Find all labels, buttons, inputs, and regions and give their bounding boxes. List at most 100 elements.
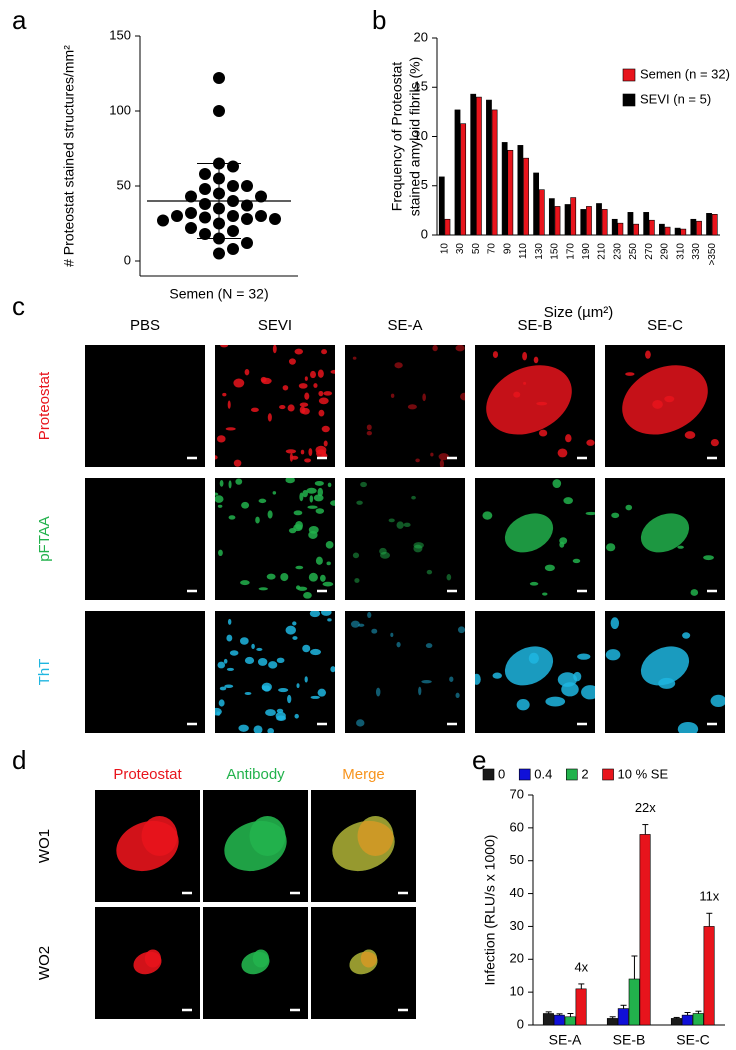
y-tick-label: 10 xyxy=(414,128,428,143)
speck xyxy=(313,383,318,388)
speck xyxy=(482,511,493,520)
speck xyxy=(315,445,327,455)
y-tick-label: 40 xyxy=(510,885,524,900)
speck xyxy=(320,574,326,582)
y-tick-label: 5 xyxy=(421,177,428,192)
dot xyxy=(227,180,239,192)
dot xyxy=(171,210,183,222)
micrograph xyxy=(345,345,465,467)
speck xyxy=(313,494,324,502)
bar xyxy=(454,109,461,236)
speck xyxy=(585,511,595,516)
speck xyxy=(227,400,231,409)
speck xyxy=(304,392,310,400)
speck xyxy=(275,711,286,721)
y-axis-label: Frequency of Proteostat xyxy=(389,62,405,212)
micrograph xyxy=(95,790,200,902)
speck xyxy=(606,543,616,552)
dot xyxy=(185,207,197,219)
speck xyxy=(218,699,225,707)
dot xyxy=(227,160,239,173)
speck xyxy=(219,686,227,691)
dot xyxy=(199,198,211,210)
bar xyxy=(491,109,498,236)
bar xyxy=(617,222,624,236)
legend-swatch xyxy=(518,768,531,781)
legend-swatch xyxy=(602,768,614,781)
legend-swatch xyxy=(566,768,578,781)
x-tick-label: 130 xyxy=(534,243,545,260)
bar xyxy=(659,223,665,236)
speck xyxy=(388,518,395,523)
y-tick-label: 0 xyxy=(517,1016,524,1031)
speck xyxy=(677,721,699,733)
x-tick-label: 50 xyxy=(471,243,482,255)
speck xyxy=(586,439,595,446)
micrograph xyxy=(85,611,205,733)
blob xyxy=(360,949,377,968)
speck xyxy=(545,696,566,707)
speck xyxy=(288,358,296,365)
y-tick-label: 60 xyxy=(510,819,524,834)
y-tick-label: 150 xyxy=(109,27,131,42)
x-tick-label: SE-C xyxy=(676,1032,709,1048)
column-header: SE-B xyxy=(517,317,552,334)
speck xyxy=(217,504,223,508)
x-tick-label: 250 xyxy=(628,243,639,260)
speck xyxy=(260,376,267,383)
annotation: 11x xyxy=(699,889,719,904)
micrograph xyxy=(475,478,595,600)
bar xyxy=(674,227,681,236)
speck xyxy=(396,641,401,648)
speck xyxy=(516,699,530,711)
micrograph xyxy=(311,907,416,1019)
speck xyxy=(610,617,620,630)
blob xyxy=(252,949,269,968)
speck xyxy=(251,643,255,649)
error-bar xyxy=(567,1013,574,1017)
micrograph xyxy=(203,907,308,1019)
speck xyxy=(257,657,268,666)
bar xyxy=(670,1018,682,1026)
speck xyxy=(302,644,311,653)
speck xyxy=(309,611,321,618)
bar xyxy=(680,228,687,236)
speck xyxy=(218,549,223,557)
aggregate xyxy=(504,513,554,553)
speck xyxy=(227,618,232,625)
dot xyxy=(241,213,253,225)
speck xyxy=(625,372,635,376)
speck xyxy=(352,356,357,360)
y-tick-label: 15 xyxy=(414,79,428,94)
blob xyxy=(141,816,178,856)
speck xyxy=(233,378,245,388)
micrograph-bg xyxy=(85,478,205,600)
speck xyxy=(288,527,297,534)
speck xyxy=(287,694,292,704)
x-axis-label: Semen (N = 32) xyxy=(169,286,268,302)
bar xyxy=(692,1013,704,1026)
speck xyxy=(299,402,309,407)
x-tick-label: 290 xyxy=(660,243,671,260)
bar xyxy=(633,223,639,236)
speck xyxy=(449,676,454,682)
speck xyxy=(390,632,394,638)
row-header: WO2 xyxy=(36,946,53,980)
speck xyxy=(326,561,331,566)
x-tick-label: 10 xyxy=(440,243,451,255)
dot xyxy=(241,180,253,192)
speck xyxy=(375,687,381,697)
speck xyxy=(256,647,263,652)
speck xyxy=(220,345,229,348)
speck xyxy=(258,498,267,504)
speck xyxy=(310,695,320,699)
speck xyxy=(301,407,310,415)
speck xyxy=(396,521,404,529)
micrograph-bg xyxy=(215,345,335,467)
speck xyxy=(710,694,725,707)
speck xyxy=(267,728,274,733)
speck xyxy=(455,692,460,698)
error-bar xyxy=(642,824,649,835)
sd-whisker xyxy=(197,163,241,239)
error-bar xyxy=(620,1004,627,1009)
